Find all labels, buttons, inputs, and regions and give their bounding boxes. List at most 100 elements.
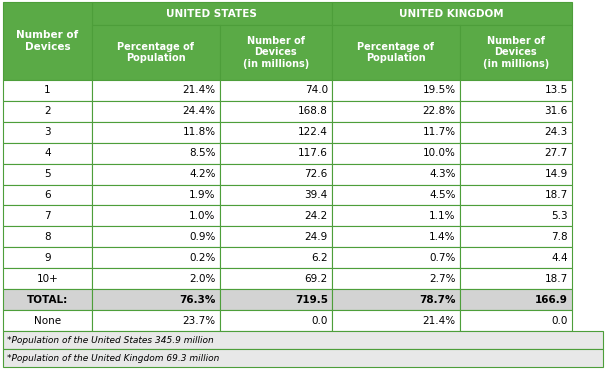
Bar xyxy=(3,331,603,349)
Text: 14.9: 14.9 xyxy=(545,169,568,179)
Text: 9: 9 xyxy=(44,253,51,263)
Bar xyxy=(3,349,603,367)
Bar xyxy=(332,121,459,142)
Bar xyxy=(3,227,92,248)
Bar xyxy=(459,206,572,227)
Text: 11.7%: 11.7% xyxy=(422,127,456,137)
Bar xyxy=(332,289,459,310)
Bar xyxy=(3,2,92,80)
Bar xyxy=(459,289,572,310)
Bar xyxy=(219,184,332,206)
Bar xyxy=(92,184,219,206)
Bar xyxy=(219,142,332,163)
Bar xyxy=(3,206,92,227)
Text: 168.8: 168.8 xyxy=(298,106,328,116)
Text: 18.7: 18.7 xyxy=(545,190,568,200)
Text: 1.9%: 1.9% xyxy=(189,190,216,200)
Text: 69.2: 69.2 xyxy=(305,274,328,284)
Bar xyxy=(459,25,572,80)
Bar xyxy=(459,184,572,206)
Bar xyxy=(459,248,572,268)
Text: 7: 7 xyxy=(44,211,51,221)
Bar xyxy=(219,80,332,101)
Text: 24.3: 24.3 xyxy=(545,127,568,137)
Text: 3: 3 xyxy=(44,127,51,137)
Bar xyxy=(332,25,459,80)
Bar xyxy=(92,142,219,163)
Text: 4.2%: 4.2% xyxy=(189,169,216,179)
Bar xyxy=(3,163,92,184)
Bar xyxy=(92,248,219,268)
Text: 23.7%: 23.7% xyxy=(182,316,216,326)
Text: 1: 1 xyxy=(44,85,51,95)
Text: 0.0: 0.0 xyxy=(311,316,328,326)
Bar xyxy=(459,163,572,184)
Bar xyxy=(3,80,92,101)
Text: 72.6: 72.6 xyxy=(305,169,328,179)
Text: 4.5%: 4.5% xyxy=(429,190,456,200)
Bar xyxy=(219,310,332,331)
Bar xyxy=(219,101,332,121)
Text: 74.0: 74.0 xyxy=(305,85,328,95)
Text: 24.2: 24.2 xyxy=(305,211,328,221)
Bar xyxy=(332,248,459,268)
Text: 8.5%: 8.5% xyxy=(189,148,216,158)
Text: Number of
Devices
(in millions): Number of Devices (in millions) xyxy=(482,36,549,69)
Text: 4.4: 4.4 xyxy=(551,253,568,263)
Text: 2.0%: 2.0% xyxy=(189,274,216,284)
Text: 117.6: 117.6 xyxy=(298,148,328,158)
Bar xyxy=(92,2,332,25)
Bar xyxy=(219,163,332,184)
Bar xyxy=(92,101,219,121)
Text: 1.4%: 1.4% xyxy=(429,232,456,242)
Bar xyxy=(92,289,219,310)
Text: 1.1%: 1.1% xyxy=(429,211,456,221)
Text: 7.8: 7.8 xyxy=(551,232,568,242)
Bar xyxy=(459,227,572,248)
Text: 78.7%: 78.7% xyxy=(419,295,456,305)
Text: 2.7%: 2.7% xyxy=(429,274,456,284)
Bar xyxy=(459,310,572,331)
Text: 39.4: 39.4 xyxy=(305,190,328,200)
Text: 719.5: 719.5 xyxy=(295,295,328,305)
Bar xyxy=(219,121,332,142)
Bar xyxy=(92,163,219,184)
Text: 11.8%: 11.8% xyxy=(182,127,216,137)
Text: None: None xyxy=(34,316,61,326)
Text: 6.2: 6.2 xyxy=(311,253,328,263)
Bar xyxy=(332,80,459,101)
Text: Number of
Devices: Number of Devices xyxy=(16,30,79,52)
Bar xyxy=(332,310,459,331)
Text: 5.3: 5.3 xyxy=(551,211,568,221)
Text: 0.2%: 0.2% xyxy=(189,253,216,263)
Bar xyxy=(92,121,219,142)
Text: 24.9: 24.9 xyxy=(305,232,328,242)
Text: *Population of the United Kingdom 69.3 million: *Population of the United Kingdom 69.3 m… xyxy=(7,354,219,363)
Bar xyxy=(459,101,572,121)
Bar xyxy=(3,142,92,163)
Text: 21.4%: 21.4% xyxy=(182,85,216,95)
Bar xyxy=(332,268,459,289)
Text: 24.4%: 24.4% xyxy=(182,106,216,116)
Bar xyxy=(3,268,92,289)
Text: 76.3%: 76.3% xyxy=(179,295,216,305)
Bar xyxy=(332,142,459,163)
Bar xyxy=(3,310,92,331)
Text: UNITED STATES: UNITED STATES xyxy=(167,8,257,18)
Bar xyxy=(92,310,219,331)
Text: 10.0%: 10.0% xyxy=(423,148,456,158)
Bar xyxy=(459,142,572,163)
Text: Percentage of
Population: Percentage of Population xyxy=(117,42,194,63)
Text: 22.8%: 22.8% xyxy=(422,106,456,116)
Text: Number of
Devices
(in millions): Number of Devices (in millions) xyxy=(242,36,309,69)
Text: UNITED KINGDOM: UNITED KINGDOM xyxy=(399,8,504,18)
Bar xyxy=(92,25,219,80)
Text: 4: 4 xyxy=(44,148,51,158)
Bar xyxy=(332,206,459,227)
Text: 13.5: 13.5 xyxy=(545,85,568,95)
Text: *Population of the United States 345.9 million: *Population of the United States 345.9 m… xyxy=(7,336,214,345)
Bar xyxy=(459,121,572,142)
Text: 10+: 10+ xyxy=(36,274,58,284)
Bar xyxy=(332,163,459,184)
Bar xyxy=(3,248,92,268)
